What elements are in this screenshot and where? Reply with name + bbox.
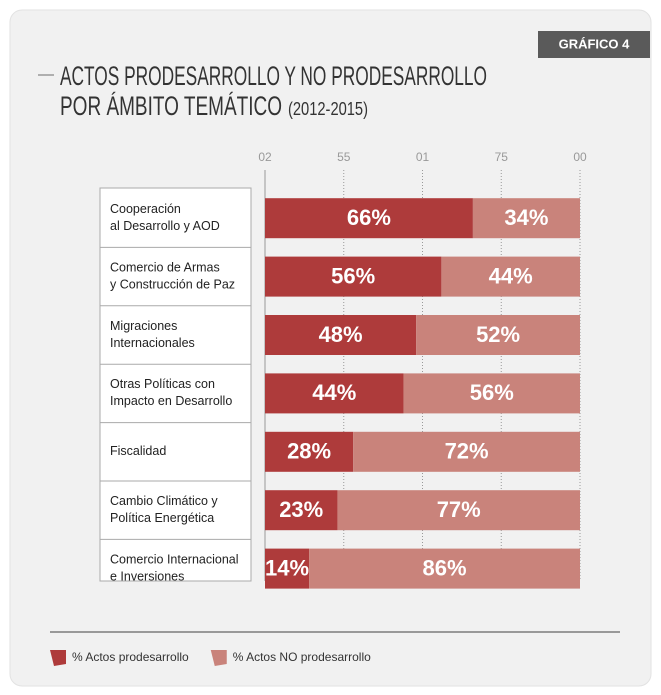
title-line: ACTOS PRODESARROLLO Y NO PRODESARROLLO xyxy=(60,61,487,91)
bar-segment xyxy=(309,548,580,589)
bar-segment xyxy=(403,373,580,414)
category-label: Comercio Internacional xyxy=(110,552,239,566)
x-tick-label: 02 xyxy=(258,150,272,164)
legend-label: % Actos NO prodesarrollo xyxy=(233,650,371,664)
value-label: 44% xyxy=(489,263,533,288)
value-label: 44% xyxy=(312,380,356,405)
bar-segment xyxy=(265,315,417,355)
value-label: 72% xyxy=(445,439,489,464)
bar-segment xyxy=(265,431,354,472)
value-label: 56% xyxy=(470,380,514,405)
value-label: 23% xyxy=(279,497,323,522)
badge-box xyxy=(538,31,650,58)
title-line: POR ÁMBITO TEMÁTICO xyxy=(60,91,282,121)
bar-segment xyxy=(472,198,580,239)
category-label: Internacionales xyxy=(110,336,195,350)
category-label: Política Energética xyxy=(110,511,214,525)
category-label: Cooperación xyxy=(110,202,181,216)
category-label: e Inversiones xyxy=(110,569,184,583)
legend-swatch xyxy=(50,650,66,666)
x-tick-label: 00 xyxy=(573,150,587,164)
category-label: Impacto en Desarrollo xyxy=(110,394,232,408)
category-label: al Desarrollo y AOD xyxy=(110,219,220,233)
bar-segment xyxy=(265,490,338,531)
category-label: Fiscalidad xyxy=(110,444,166,458)
x-tick-label: 55 xyxy=(337,150,351,164)
value-label: 48% xyxy=(319,322,363,347)
value-label: 28% xyxy=(287,439,331,464)
category-box xyxy=(99,187,252,582)
category-label: Comercio de Armas xyxy=(110,260,220,274)
value-label: 77% xyxy=(437,497,481,522)
bar-segment xyxy=(265,548,310,589)
value-label: 86% xyxy=(423,555,467,580)
x-tick-label: 01 xyxy=(416,150,430,164)
bar-segment xyxy=(353,431,580,472)
bar-segment xyxy=(441,256,580,297)
x-tick-label: 75 xyxy=(495,150,509,164)
value-label: 56% xyxy=(331,263,375,288)
value-label: 66% xyxy=(347,205,391,230)
category-label: Migraciones xyxy=(110,319,177,333)
value-label: 14% xyxy=(265,555,309,580)
bar-segment xyxy=(265,256,442,297)
bar-segment xyxy=(265,373,404,414)
category-label: Otras Políticas con xyxy=(110,377,215,391)
legend-label: % Actos prodesarrollo xyxy=(72,650,189,664)
value-label: 34% xyxy=(504,205,548,230)
badge: GRÁFICO 4 xyxy=(559,36,631,51)
bar-segment xyxy=(416,315,580,355)
value-label: 52% xyxy=(476,322,520,347)
category-label: Cambio Climático y xyxy=(110,494,218,508)
subtitle: (2012-2015) xyxy=(288,99,368,119)
bar-segment xyxy=(337,490,580,531)
bar-segment xyxy=(265,198,473,239)
category-label: y Construcción de Paz xyxy=(110,277,235,291)
legend-swatch xyxy=(210,650,227,666)
